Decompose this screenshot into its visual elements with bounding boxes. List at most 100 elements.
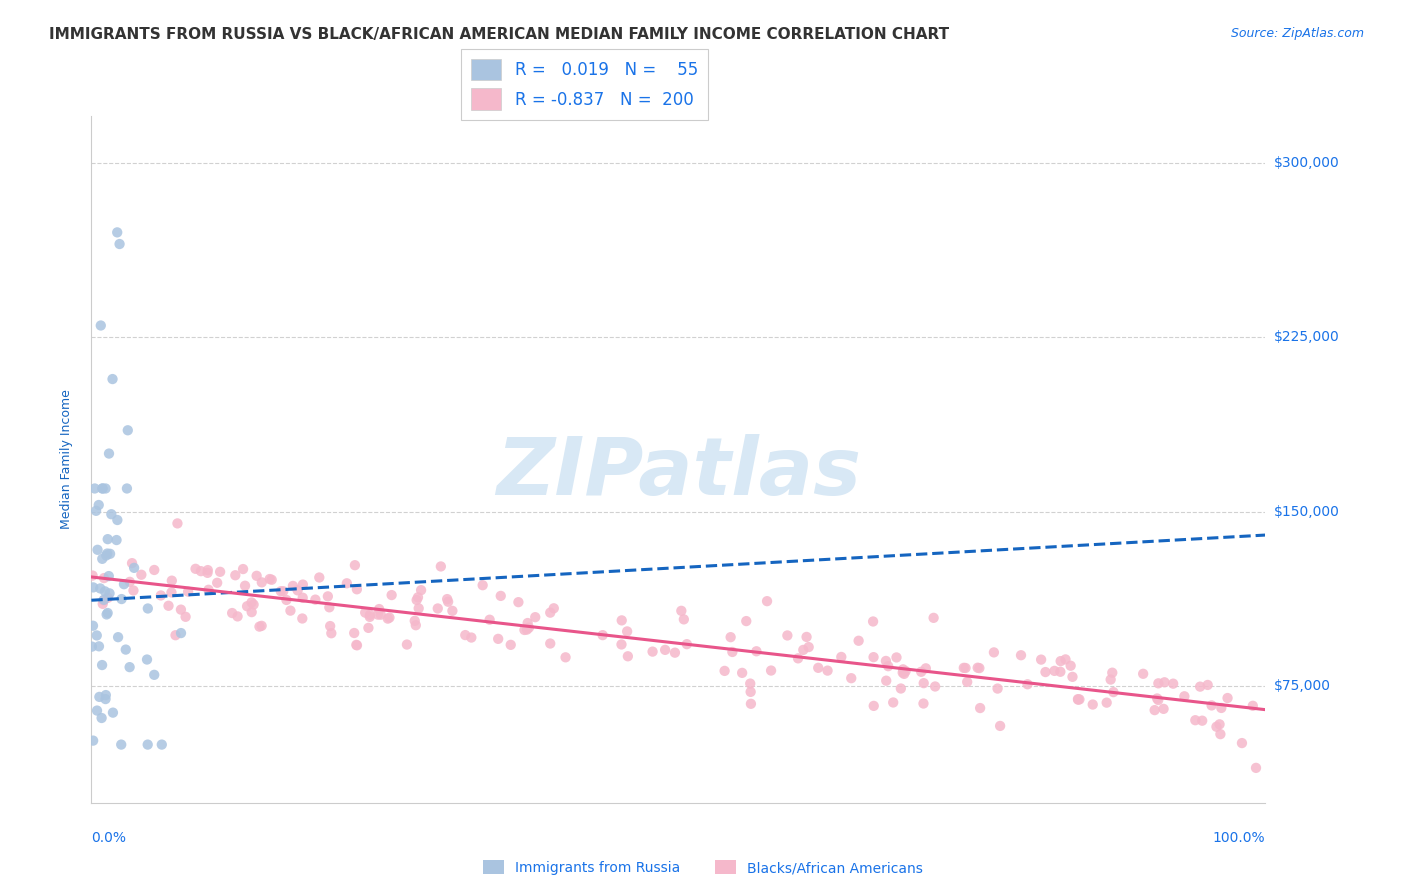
Point bbox=[524, 610, 547, 624]
Text: IMMIGRANTS FROM RUSSIA VS BLACK/AFRICAN AMERICAN MEDIAN FAMILY INCOME CORRELATIO: IMMIGRANTS FROM RUSSIA VS BLACK/AFRICAN … bbox=[49, 27, 949, 42]
Text: $150,000: $150,000 bbox=[1274, 505, 1340, 519]
Point bbox=[759, 664, 782, 678]
Point bbox=[1153, 675, 1175, 690]
Point bbox=[922, 611, 945, 625]
Point bbox=[1081, 698, 1104, 712]
Point bbox=[499, 638, 522, 652]
Point bbox=[346, 638, 368, 652]
Point bbox=[112, 577, 135, 591]
Point bbox=[316, 590, 339, 604]
Point bbox=[1189, 680, 1212, 694]
Point bbox=[377, 612, 399, 626]
Point bbox=[184, 562, 207, 576]
Point bbox=[170, 626, 193, 640]
Point bbox=[83, 482, 105, 496]
Point bbox=[1099, 673, 1122, 687]
Point bbox=[177, 584, 200, 599]
Text: ZIPatlas: ZIPatlas bbox=[496, 434, 860, 512]
Point bbox=[250, 575, 273, 590]
Point bbox=[516, 615, 538, 630]
Point bbox=[664, 646, 686, 660]
Point bbox=[166, 516, 188, 531]
Point bbox=[105, 226, 128, 240]
Point bbox=[131, 567, 153, 582]
Point bbox=[101, 706, 124, 720]
Point bbox=[787, 651, 810, 665]
Point bbox=[98, 586, 121, 600]
Point bbox=[792, 643, 814, 657]
Point bbox=[82, 618, 104, 632]
Point bbox=[616, 624, 638, 639]
Point bbox=[426, 601, 449, 615]
Point bbox=[97, 606, 120, 620]
Point bbox=[1067, 692, 1090, 706]
Point bbox=[224, 568, 246, 582]
Point bbox=[554, 650, 576, 665]
Point bbox=[731, 665, 754, 680]
Point bbox=[969, 661, 991, 675]
Point bbox=[344, 638, 367, 652]
Point bbox=[97, 591, 120, 605]
Point bbox=[94, 584, 117, 599]
Point bbox=[517, 621, 540, 635]
Point bbox=[381, 588, 404, 602]
Point bbox=[1230, 736, 1253, 750]
Point bbox=[117, 423, 139, 437]
Point bbox=[1054, 652, 1077, 666]
Point bbox=[87, 640, 110, 654]
Point bbox=[249, 619, 271, 633]
Point bbox=[839, 671, 862, 685]
Point bbox=[735, 614, 758, 628]
Point bbox=[408, 601, 430, 615]
Point bbox=[641, 645, 664, 659]
Point bbox=[91, 551, 114, 566]
Point bbox=[672, 612, 695, 626]
Point bbox=[1146, 691, 1168, 706]
Point bbox=[93, 592, 115, 607]
Point bbox=[84, 504, 107, 518]
Point bbox=[97, 569, 120, 583]
Point bbox=[93, 571, 115, 585]
Point bbox=[430, 559, 453, 574]
Point bbox=[250, 619, 273, 633]
Point bbox=[1208, 717, 1230, 731]
Point bbox=[91, 658, 114, 673]
Point bbox=[221, 606, 243, 620]
Point bbox=[100, 507, 122, 521]
Text: 0.0%: 0.0% bbox=[91, 830, 127, 845]
Point bbox=[98, 547, 121, 561]
Point bbox=[136, 652, 159, 666]
Point bbox=[82, 568, 104, 582]
Point bbox=[969, 701, 991, 715]
Point bbox=[405, 593, 427, 607]
Point bbox=[1205, 720, 1227, 734]
Text: Source: ZipAtlas.com: Source: ZipAtlas.com bbox=[1230, 27, 1364, 40]
Point bbox=[80, 640, 103, 654]
Point bbox=[308, 570, 330, 584]
Point bbox=[807, 661, 830, 675]
Point bbox=[197, 582, 219, 597]
Text: $300,000: $300,000 bbox=[1274, 155, 1340, 169]
Point bbox=[875, 673, 897, 688]
Point bbox=[122, 561, 145, 575]
Point bbox=[877, 659, 900, 673]
Point bbox=[817, 664, 839, 678]
Point bbox=[236, 599, 259, 614]
Point bbox=[346, 582, 368, 597]
Point bbox=[987, 681, 1010, 696]
Point bbox=[114, 642, 136, 657]
Point bbox=[1244, 761, 1267, 775]
Point bbox=[513, 623, 536, 637]
Point bbox=[966, 661, 988, 675]
Point bbox=[336, 576, 359, 591]
Point bbox=[93, 593, 115, 607]
Point bbox=[240, 605, 263, 619]
Point bbox=[955, 661, 977, 675]
Point bbox=[1035, 665, 1057, 679]
Point bbox=[489, 589, 512, 603]
Point bbox=[91, 482, 114, 496]
Point bbox=[94, 688, 117, 702]
Legend: R =   0.019   N =    55, R = -0.837   N =  200: R = 0.019 N = 55, R = -0.837 N = 200 bbox=[461, 49, 707, 120]
Point bbox=[174, 609, 197, 624]
Point bbox=[280, 604, 302, 618]
